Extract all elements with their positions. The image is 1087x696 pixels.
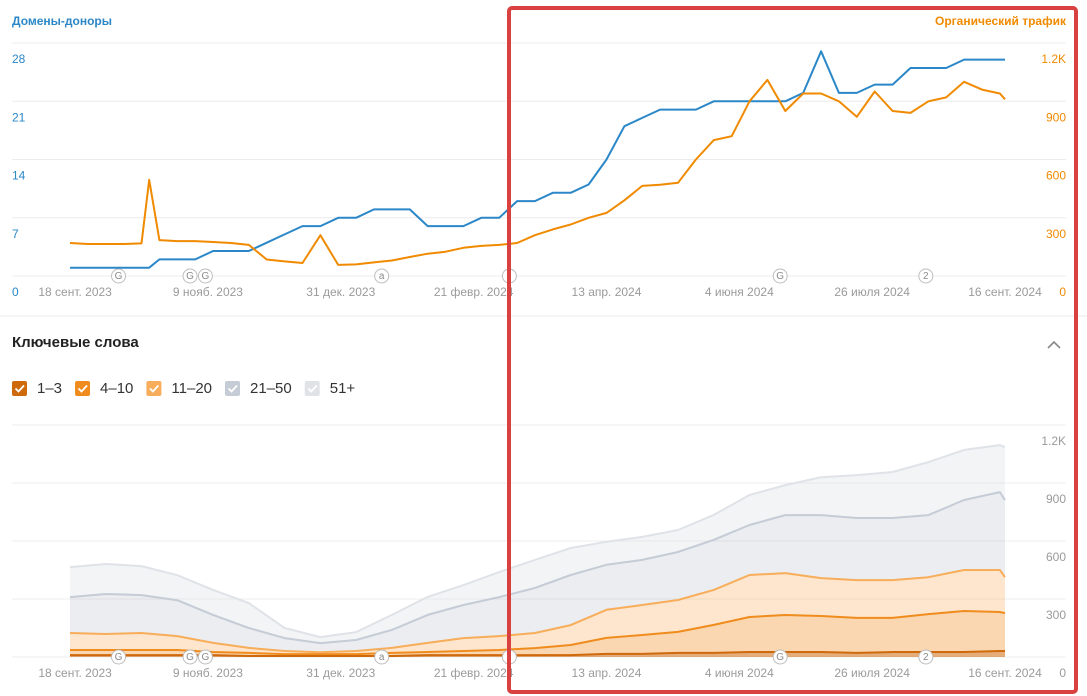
event-marker <box>111 649 127 665</box>
x-tick-label: 9 нояб. 2023 <box>173 285 243 299</box>
event-label: G <box>115 271 123 282</box>
legend-label: 51+ <box>330 380 356 397</box>
y-tick-label: 1.2K <box>1041 434 1066 448</box>
legend-item[interactable]: 4–10 <box>75 380 133 397</box>
legend-check <box>149 384 160 393</box>
y-tick-label: 300 <box>1046 227 1066 241</box>
area-line <box>69 569 1006 654</box>
legend-checkbox <box>225 381 241 396</box>
event-label: G <box>776 271 784 282</box>
y-axis-label: Домены-доноры <box>12 14 112 28</box>
event-label: a <box>379 652 385 663</box>
event-label: G <box>202 271 210 282</box>
area-fill <box>70 570 1005 655</box>
legend-check <box>14 384 25 393</box>
y-tick-label: 0 <box>12 285 19 299</box>
event-marker <box>197 268 213 284</box>
y-tick-label: 0 <box>1059 285 1066 299</box>
legend-label: 1–3 <box>37 380 62 397</box>
event-marker <box>374 268 390 284</box>
area-line <box>69 444 1006 639</box>
area-line <box>70 610 1006 656</box>
x-tick-label: 18 сент. 2023 <box>38 285 112 299</box>
legend-check <box>227 384 238 393</box>
x-tick-label: 18 сент. 2023 <box>38 666 112 680</box>
x-tick-label: 21 февр. 2024 <box>434 666 514 680</box>
y-tick-label: 600 <box>1046 169 1066 183</box>
x-tick-label: 9 нояб. 2023 <box>173 666 243 680</box>
x-tick-label: 26 июля 2024 <box>834 666 910 680</box>
event-label: a <box>379 271 385 282</box>
legend-checkbox <box>304 381 320 396</box>
area-line <box>70 650 1005 657</box>
legend-checkbox <box>12 381 27 396</box>
event-label: 2 <box>923 652 929 663</box>
legend-item[interactable]: 21–50 <box>225 380 292 397</box>
section-title: Ключевые слова <box>12 334 139 351</box>
legend-label: 21–50 <box>250 380 292 397</box>
x-tick-label: 16 сент. 2024 <box>968 285 1042 299</box>
event-marker <box>111 268 127 284</box>
series-line <box>69 78 1006 266</box>
legend-check <box>77 384 88 393</box>
event-marker <box>182 268 198 284</box>
x-tick-label: 13 апр. 2024 <box>572 285 642 299</box>
event-marker <box>374 649 390 665</box>
x-tick-label: 4 июня 2024 <box>705 285 774 299</box>
legend-item[interactable]: 51+ <box>304 380 356 397</box>
charts: 0 7 14 21 28 0 300 600 900 1.2K 18 сент. 2023 9 ноя… <box>12 42 1066 680</box>
y-tick-label: 14 <box>12 169 26 183</box>
highlight-box <box>507 6 1078 694</box>
legend-label: 11–20 <box>171 380 212 397</box>
x-tick-label: 13 апр. 2024 <box>572 666 642 680</box>
x-tick-label: 16 сент. 2024 <box>968 666 1042 680</box>
y-tick-label: 600 <box>1046 550 1066 564</box>
area-fill <box>70 611 1005 656</box>
y-tick-label: 0 <box>1059 666 1066 680</box>
x-tick-label: 26 июля 2024 <box>834 285 910 299</box>
area-fill <box>70 445 1005 644</box>
event-marker <box>918 268 934 284</box>
legend-item[interactable]: 11–20 <box>146 380 212 397</box>
event-label: G <box>186 652 194 663</box>
event-marker <box>182 649 198 665</box>
x-tick-label: 31 дек. 2023 <box>306 285 375 299</box>
legend-check <box>307 384 318 393</box>
event-label: G <box>115 652 123 663</box>
x-tick-label: 31 дек. 2023 <box>306 666 375 680</box>
y-tick-label: 300 <box>1046 608 1066 622</box>
legend-label: 4–10 <box>100 380 133 397</box>
event-label: G <box>202 652 210 663</box>
legend-checkbox <box>75 381 91 396</box>
y2-axis-label: Органический трафик <box>935 14 1067 28</box>
area-line <box>69 491 1006 645</box>
x-tick-label: 21 февр. 2024 <box>434 285 514 299</box>
y-tick-label: 900 <box>1046 110 1066 124</box>
y-tick-label: 900 <box>1046 492 1066 506</box>
event-label: 2 <box>923 271 929 282</box>
area-fill <box>70 492 1005 653</box>
legend-checkbox <box>146 381 162 396</box>
y-tick-label: 7 <box>12 227 19 241</box>
event-marker <box>772 268 788 284</box>
event-label: G <box>776 652 784 663</box>
collapse-button[interactable] <box>1047 340 1061 349</box>
event-marker <box>772 649 788 665</box>
event-marker <box>197 649 213 665</box>
y-tick-label: 21 <box>12 110 26 124</box>
event-marker <box>918 649 934 665</box>
series-line <box>70 50 1005 269</box>
y-tick-label: 28 <box>12 52 26 66</box>
x-tick-label: 4 июня 2024 <box>705 666 774 680</box>
y-tick-label: 1.2K <box>1041 52 1066 66</box>
legend-item[interactable]: 1–3 <box>12 380 62 397</box>
event-label: G <box>186 271 194 282</box>
